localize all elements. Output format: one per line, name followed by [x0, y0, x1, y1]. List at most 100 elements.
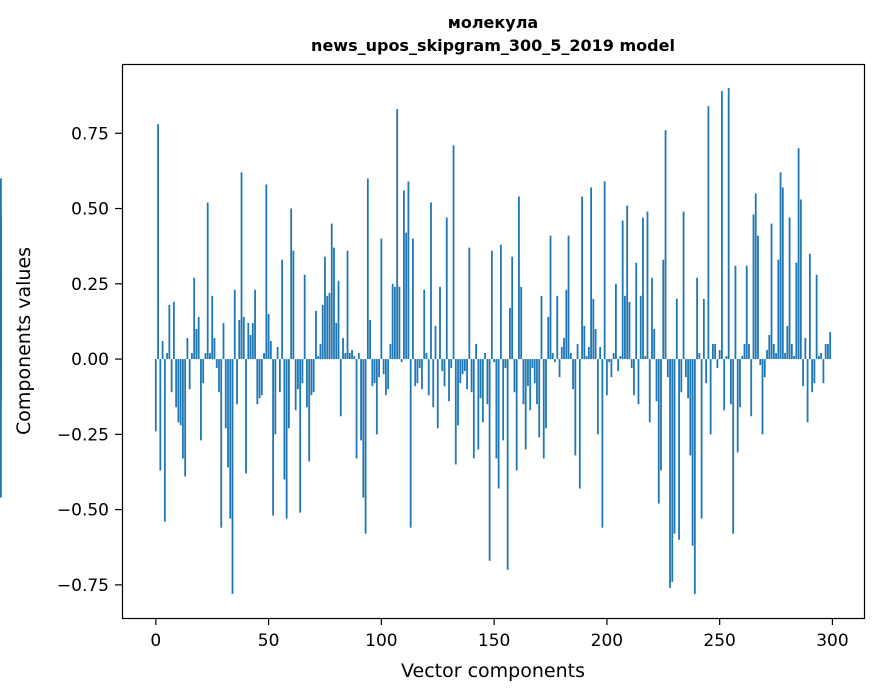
- bar: [488, 359, 491, 561]
- bar: [662, 259, 665, 360]
- bar: [682, 211, 685, 360]
- bar: [788, 217, 791, 360]
- bar: [481, 359, 484, 423]
- bar: [294, 359, 297, 411]
- bar: [310, 359, 313, 396]
- bar: [486, 359, 489, 405]
- bar: [666, 359, 669, 378]
- bar: [378, 359, 380, 378]
- bar: [536, 359, 538, 405]
- bar: [269, 341, 272, 360]
- bar: [533, 359, 536, 384]
- bar: [0, 356, 2, 360]
- bar: [732, 359, 735, 534]
- bar: [231, 359, 234, 594]
- bar: [691, 359, 694, 546]
- x-tick-label: 0: [150, 631, 161, 651]
- bar: [752, 214, 755, 360]
- bar: [648, 359, 651, 423]
- bar: [177, 359, 180, 423]
- bar: [495, 359, 498, 459]
- bar: [802, 359, 804, 387]
- bar: [743, 344, 746, 360]
- bar: [549, 235, 552, 360]
- bar: [626, 205, 629, 360]
- plot-frame: [121, 63, 866, 620]
- bar: [817, 356, 820, 360]
- bar: [646, 211, 649, 360]
- bar: [163, 359, 166, 522]
- bar: [693, 359, 696, 594]
- bar: [396, 109, 399, 360]
- bar: [274, 359, 277, 435]
- bar: [249, 334, 252, 360]
- bar: [493, 359, 496, 363]
- bar: [804, 337, 807, 360]
- bar: [186, 337, 189, 360]
- bar: [599, 347, 602, 360]
- bar: [660, 359, 662, 471]
- bar: [766, 350, 768, 360]
- bar: [711, 344, 714, 360]
- bar: [281, 259, 284, 360]
- bar: [748, 344, 750, 360]
- x-tick-label: 100: [365, 631, 397, 651]
- bar: [522, 359, 525, 405]
- bar: [745, 265, 748, 360]
- bar: [321, 304, 324, 360]
- bar: [723, 359, 726, 411]
- bar: [540, 295, 543, 360]
- bar: [265, 184, 268, 360]
- bar: [504, 359, 507, 369]
- bar: [324, 256, 326, 360]
- bar: [308, 359, 311, 462]
- bar: [285, 359, 288, 519]
- bar: [637, 359, 640, 405]
- bar: [384, 359, 387, 396]
- bar: [639, 295, 642, 360]
- bar: [698, 353, 701, 360]
- bar: [335, 322, 338, 360]
- bar: [220, 359, 223, 528]
- bar: [808, 253, 811, 360]
- bar: [718, 350, 721, 360]
- bar: [188, 359, 191, 390]
- bar: [775, 353, 777, 360]
- bar: [829, 331, 832, 360]
- bar: [797, 148, 800, 360]
- bar: [594, 328, 597, 360]
- bar: [502, 359, 505, 441]
- bar: [716, 359, 719, 369]
- bar: [238, 319, 241, 360]
- bar: [567, 235, 570, 360]
- bar: [463, 359, 466, 372]
- bar: [179, 359, 182, 426]
- bar: [633, 359, 635, 396]
- bar: [168, 304, 171, 360]
- bar: [675, 298, 678, 360]
- bar: [565, 289, 568, 360]
- bar: [251, 322, 254, 360]
- y-axis-label: Components values: [13, 247, 35, 435]
- bar: [301, 359, 304, 384]
- bar: [806, 359, 809, 423]
- bar: [319, 344, 322, 360]
- bar: [545, 359, 547, 429]
- bar: [421, 359, 423, 390]
- bar: [786, 325, 789, 360]
- bar: [653, 328, 656, 360]
- bar: [380, 238, 383, 360]
- bar: [721, 91, 723, 360]
- bar: [702, 298, 705, 360]
- bar: [569, 353, 572, 360]
- bar: [725, 356, 728, 360]
- y-tick-label: 0.25: [71, 275, 109, 295]
- bar: [811, 359, 814, 393]
- bar: [457, 359, 459, 426]
- bar: [554, 359, 556, 363]
- bar: [229, 359, 232, 519]
- bar: [678, 359, 680, 540]
- bar: [303, 274, 306, 360]
- bar: [434, 325, 437, 360]
